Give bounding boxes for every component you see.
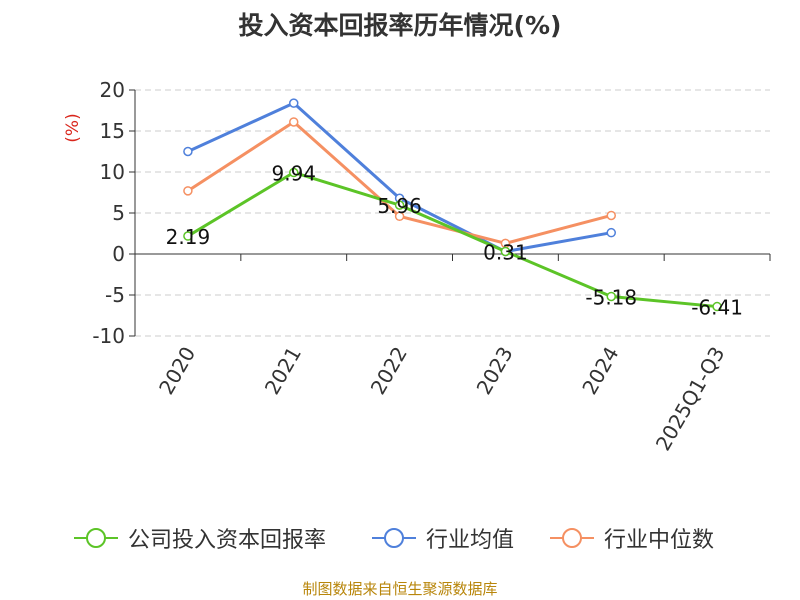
legend-label: 行业均值 [426, 528, 515, 553]
legend-label: 行业中位数 [604, 528, 715, 553]
x-tick-label: 2024 [577, 343, 623, 399]
legend-swatch [74, 528, 118, 548]
line-chart: 20 15 10 5 0 -5 -10 (%) 2020 2021 2022 2023 2024 2025… [63, 78, 771, 455]
legend-swatch [550, 528, 594, 548]
source-note: 制图数据来自恒生聚源数据库 [302, 580, 498, 598]
x-tick-label: 2023 [472, 343, 518, 399]
legend-swatch [372, 528, 416, 548]
x-tick-label: 2022 [366, 343, 412, 399]
series-line [187, 120, 612, 245]
y-tick-label: -10 [92, 324, 125, 348]
legend-label: 公司投入资本回报率 [128, 528, 327, 553]
data-label: -5.18 [585, 285, 637, 309]
legend-item[interactable]: 行业均值 [370, 520, 514, 556]
legend-swatch-marker [384, 528, 404, 548]
chart-title: 投入资本回报率历年情况(%) [238, 11, 562, 40]
y-tick-label: 20 [100, 78, 125, 102]
x-tick-label: 2025Q1-Q3 [651, 343, 730, 455]
data-label: 5.96 [377, 194, 422, 218]
series-line [187, 101, 612, 254]
legend-item[interactable]: 公司投入资本回报率 [72, 520, 326, 556]
data-point [606, 291, 616, 302]
legend-item[interactable]: 行业中位数 [548, 520, 714, 556]
data-point [606, 227, 616, 238]
data-label: 9.94 [271, 161, 316, 185]
data-point [289, 117, 299, 127]
y-tick-label: 10 [100, 160, 125, 184]
y-tick-label: 5 [112, 201, 125, 225]
y-tick-label: 15 [100, 119, 125, 143]
data-point [183, 186, 193, 196]
data-point [606, 210, 616, 221]
x-tick-label: 2021 [260, 343, 306, 399]
data-point [712, 301, 722, 312]
data-label: 0.31 [483, 240, 528, 264]
data-point [289, 167, 299, 178]
data-point [394, 200, 405, 210]
data-point [183, 146, 193, 157]
data-point [500, 246, 511, 257]
data-point [394, 211, 405, 222]
y-tick-label: -5 [105, 283, 125, 307]
legend-swatch-marker [86, 528, 106, 548]
data-label: 2.19 [166, 225, 211, 249]
data-point [289, 98, 299, 108]
data-point [183, 231, 193, 241]
y-tick-label: 0 [112, 242, 125, 266]
legend-swatch-marker [562, 528, 582, 548]
legend: 公司投入资本回报率 行业均值 行业中位数 [0, 520, 800, 556]
data-label: -6.41 [691, 296, 743, 320]
series-line [187, 170, 718, 309]
x-tick-label: 2020 [154, 343, 200, 399]
y-axis-label: (%) [63, 113, 83, 142]
